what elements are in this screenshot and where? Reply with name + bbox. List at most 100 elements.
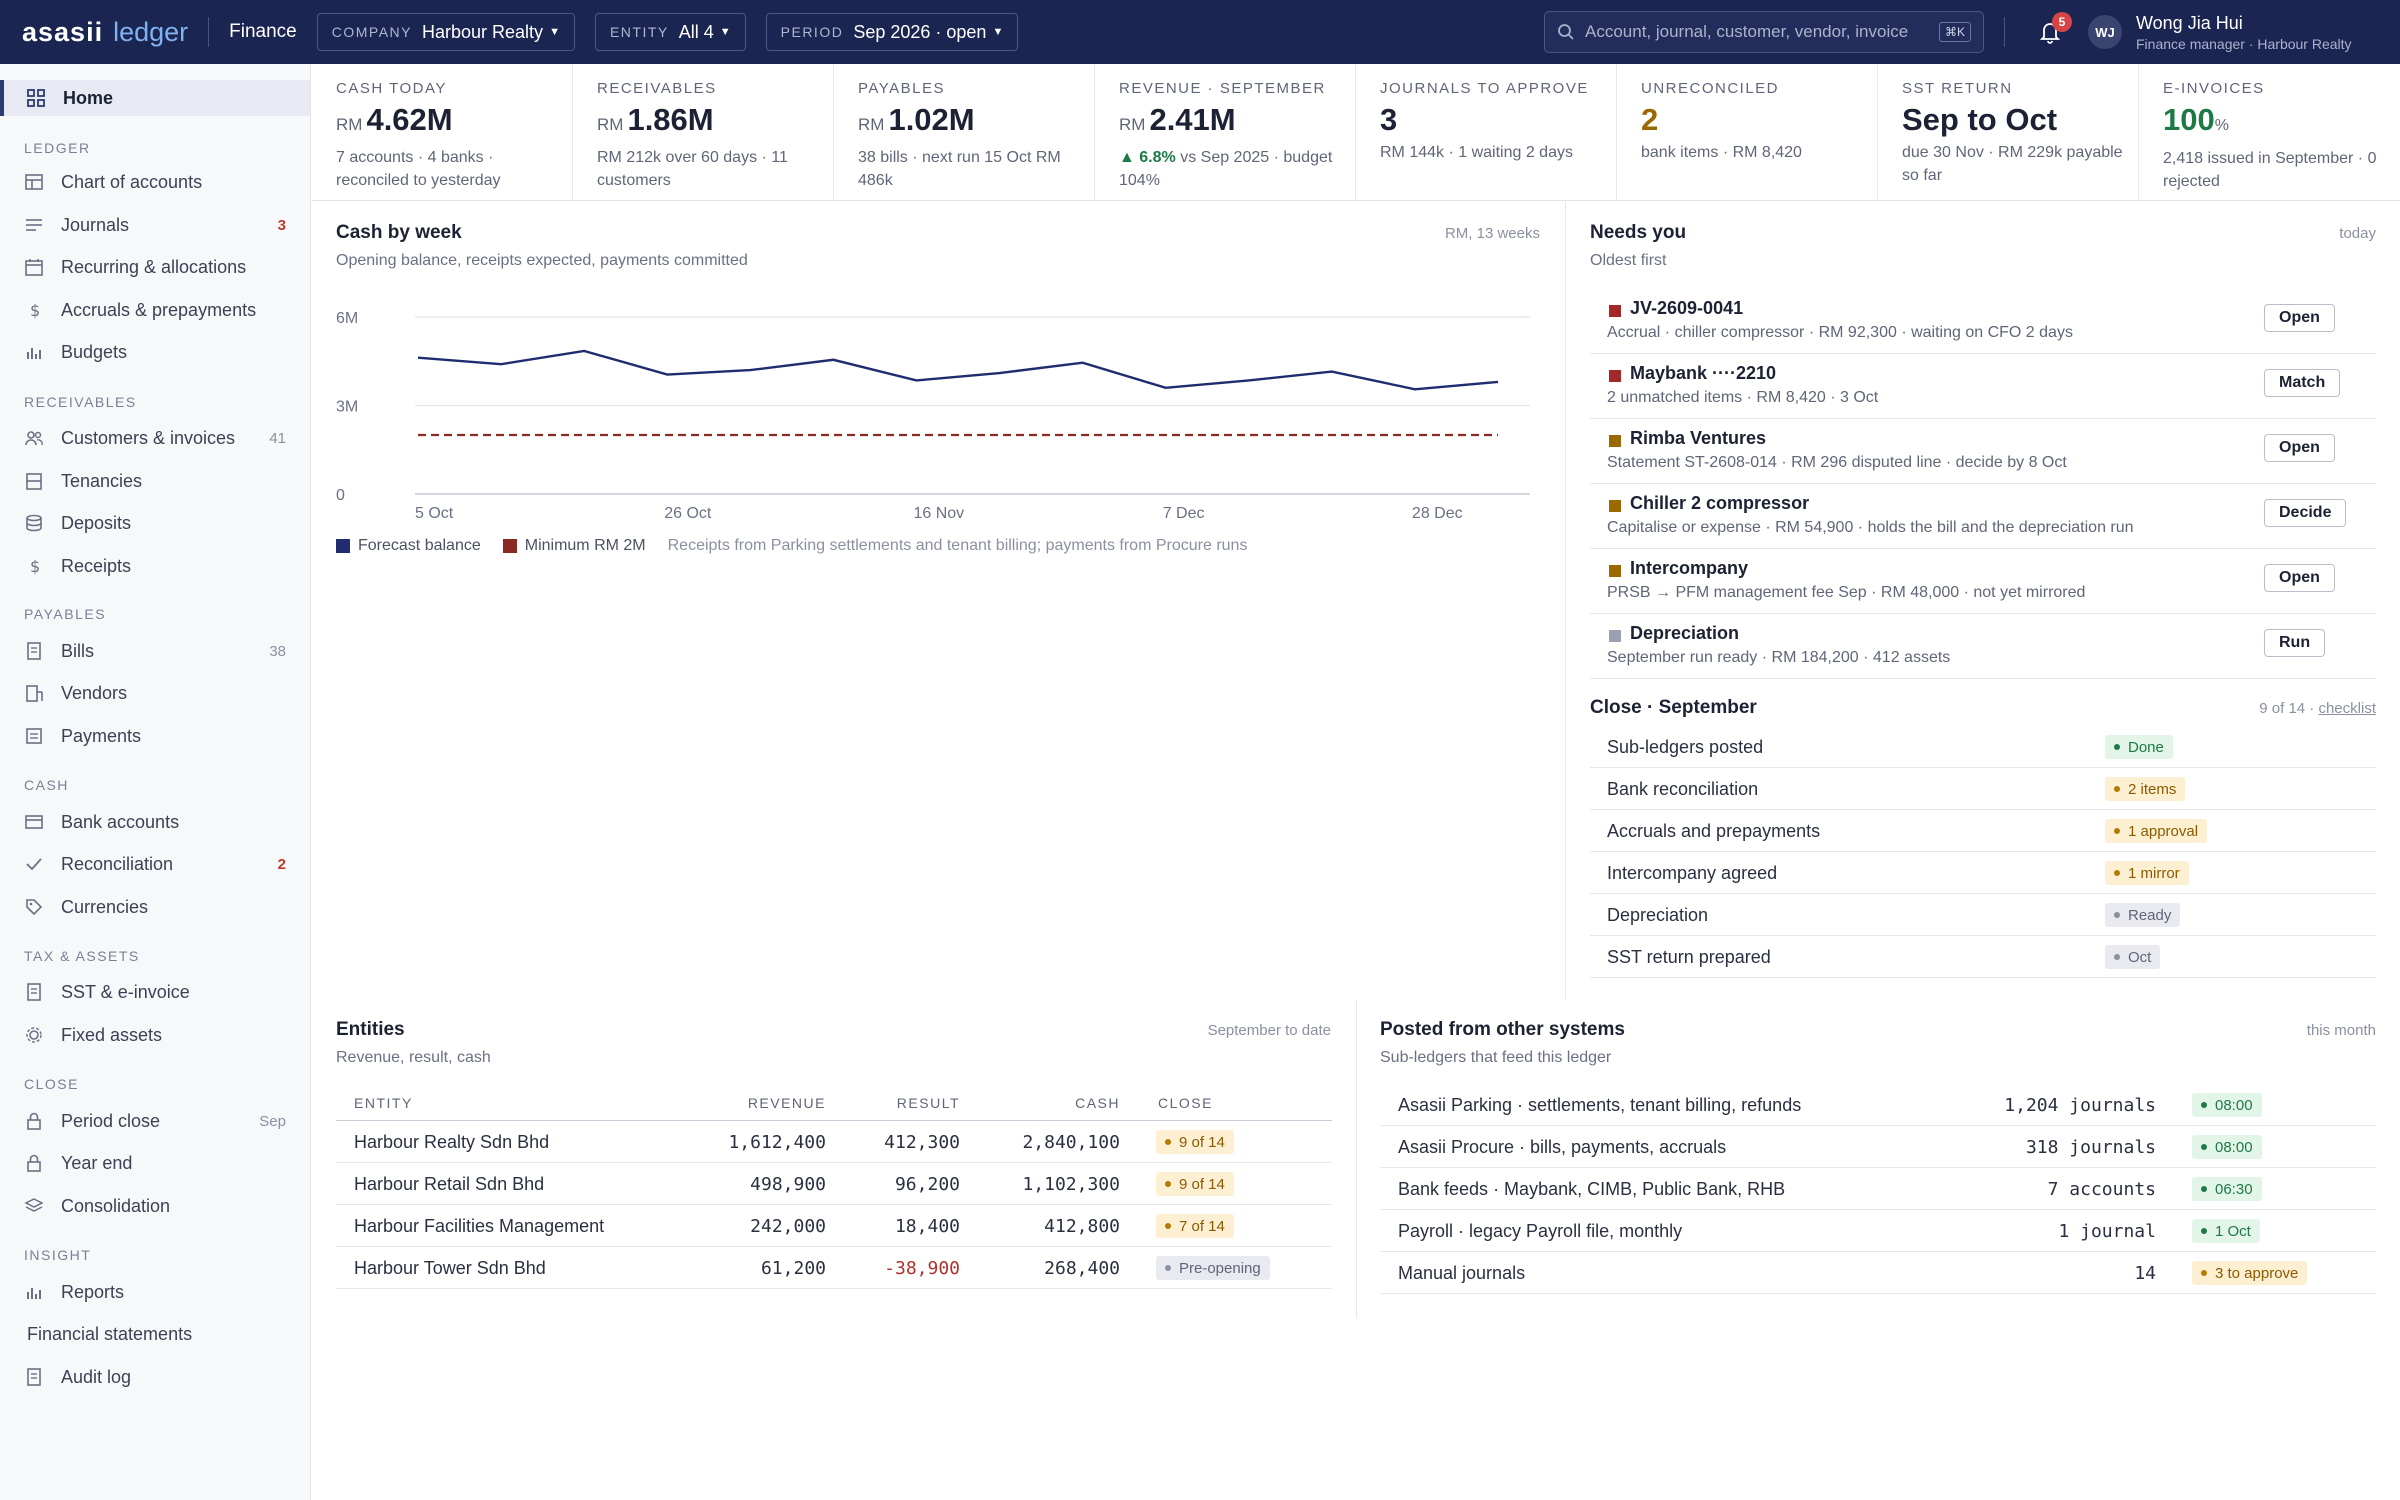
status-text: 9 of 14 <box>1179 1133 1225 1151</box>
kpi-currency: RM <box>858 115 885 134</box>
kpi-label: E-INVOICES <box>2163 80 2265 97</box>
kpi-label: SST RETURN <box>1902 80 2013 97</box>
chevron-down-icon: ▼ <box>549 26 560 38</box>
column-header[interactable]: CASH <box>1075 1095 1120 1111</box>
search-icon <box>1558 24 1574 40</box>
legend-label: Minimum RM 2M <box>524 537 646 554</box>
status-text: 1 approval <box>2128 822 2199 840</box>
sidebar-item-chart-of-accounts[interactable]: Chart of accounts <box>24 166 286 198</box>
close-step[interactable]: Accruals and prepayments 1 approval <box>1590 810 2376 852</box>
needs-item[interactable]: Intercompany PRSB → PFM management fee S… <box>1590 550 2376 614</box>
priority-marker <box>1609 565 1621 577</box>
sidebar-item-customers[interactable]: Customers & invoices 41 <box>24 422 286 454</box>
priority-marker <box>1609 435 1621 447</box>
column-header[interactable]: RESULT <box>896 1095 960 1111</box>
kpi-cash-today[interactable]: CASH TODAY RM 4.62M 7 accounts · 4 banks … <box>312 64 573 200</box>
sidebar-item-label: Audit log <box>61 1366 132 1387</box>
sidebar-item-journals[interactable]: Journals 3 <box>24 209 286 241</box>
table-row[interactable]: Harbour Tower Sdn Bhd 61,200 -38,900 268… <box>336 1247 1332 1289</box>
avatar[interactable]: WJ <box>2088 15 2122 49</box>
kpi-payables[interactable]: PAYABLES RM 1.02M 38 bills · next run 15 … <box>834 64 1095 200</box>
column-header[interactable]: ENTITY <box>354 1095 413 1111</box>
kpi-revenue[interactable]: REVENUE · SEPTEMBER RM 2.41M ▲ 6.8% vs Se… <box>1095 64 1356 200</box>
sidebar-item-reconciliation[interactable]: Reconciliation 2 <box>24 848 286 880</box>
status-badge: 9 of 14 <box>1156 1172 1234 1196</box>
close-step[interactable]: Intercompany agreed 1 mirror <box>1590 852 2376 894</box>
sidebar-item-currencies[interactable]: Currencies <box>24 891 286 923</box>
needs-action-button[interactable]: Match <box>2264 369 2341 397</box>
brand-logo[interactable]: asasii ledger <box>22 17 188 48</box>
chart-legend: Forecast balance Minimum RM 2M Receipts … <box>336 537 1247 555</box>
sidebar-item-financial-statements[interactable]: Financial statements <box>27 1318 289 1350</box>
entity-selector[interactable]: ENTITY All 4 ▼ <box>594 13 746 51</box>
sidebar-item-reports[interactable]: Reports <box>24 1276 286 1308</box>
table-row[interactable]: Payroll · legacy Payroll file, monthly 1… <box>1380 1210 2376 1252</box>
sidebar-item-tenancies[interactable]: Tenancies <box>24 465 286 497</box>
needs-item[interactable]: JV-2609-0041 Accrual · chiller compresso… <box>1590 290 2376 354</box>
user-menu[interactable]: Wong Jia Hui Finance manager · Harbour R… <box>2136 13 2352 52</box>
table-row[interactable]: Asasii Procure · bills, payments, accrua… <box>1380 1126 2376 1168</box>
sidebar-item-receipts[interactable]: $ Receipts <box>24 550 286 582</box>
status-dot <box>2201 1270 2207 1276</box>
kpi-unreconciled[interactable]: UNRECONCILED 2 bank items · RM 8,420 <box>1617 64 1878 200</box>
sidebar-item-sst[interactable]: SST & e-invoice <box>24 976 286 1008</box>
sidebar-item-period-close[interactable]: Period close Sep <box>24 1105 286 1137</box>
sidebar-item-label: Customers & invoices <box>61 427 236 448</box>
entities-panel-meta: September to date <box>1207 1022 1331 1039</box>
kpi-sst-return[interactable]: SST RETURN Sep to Oct due 30 Nov · RM 22… <box>1878 64 2139 200</box>
needs-action-button[interactable]: Open <box>2264 304 2335 332</box>
sidebar-count: 3 <box>277 216 286 234</box>
needs-action-button[interactable]: Open <box>2264 564 2335 592</box>
sidebar-item-home[interactable]: Home <box>0 80 310 116</box>
needs-item[interactable]: Chiller 2 compressor Capitalise or expen… <box>1590 485 2376 549</box>
sidebar-item-bills[interactable]: Bills 38 <box>24 635 286 667</box>
sidebar-item-audit-log[interactable]: Audit log <box>24 1361 286 1393</box>
table-row[interactable]: Manual journals 14 3 to approve <box>1380 1252 2376 1294</box>
sidebar-item-fixed-assets[interactable]: Fixed assets <box>24 1019 286 1051</box>
status-dot <box>2114 912 2120 918</box>
sidebar-item-consolidation[interactable]: Consolidation <box>24 1190 286 1222</box>
search-shortcut: ⌘K <box>1938 22 1971 42</box>
kpi-value: 1.86M <box>627 102 714 137</box>
sidebar-item-payments[interactable]: Payments <box>24 720 286 752</box>
close-step[interactable]: Depreciation Ready <box>1590 894 2376 936</box>
needs-action-button[interactable]: Decide <box>2264 499 2347 527</box>
needs-action-button[interactable]: Open <box>2264 434 2335 462</box>
company-selector[interactable]: COMPANY Harbour Realty ▼ <box>316 13 575 51</box>
kpi-detail: 7 accounts · 4 banks · reconciled to yes… <box>336 149 501 189</box>
kpi-e-invoices[interactable]: E-INVOICES 100% 2,418 issued in Septembe… <box>2139 64 2400 200</box>
table-row[interactable]: Harbour Facilities Management 242,000 18… <box>336 1205 1332 1247</box>
sidebar-item-accruals[interactable]: $ Accruals & prepayments <box>24 294 286 326</box>
table-row[interactable]: Asasii Parking · settlements, tenant bil… <box>1380 1084 2376 1126</box>
layers-icon <box>24 1198 44 1212</box>
close-step[interactable]: Sub-ledgers posted Done <box>1590 726 2376 768</box>
table-row[interactable]: Harbour Realty Sdn Bhd 1,612,400 412,300… <box>336 1121 1332 1163</box>
period-selector[interactable]: PERIOD Sep 2026 · open ▼ <box>765 13 1019 51</box>
kpi-receivables[interactable]: RECEIVABLES RM 1.86M RM 212k over 60 days… <box>573 64 834 200</box>
needs-item[interactable]: Depreciation September run ready · RM 18… <box>1590 615 2376 679</box>
needs-item[interactable]: Maybank ····2210 2 unmatched items · RM … <box>1590 355 2376 419</box>
status-badge: 08:00 <box>2192 1093 2262 1117</box>
kpi-detail: vs Sep 2025 · budget 104% <box>1119 149 1333 189</box>
needs-action-button[interactable]: Run <box>2264 629 2326 657</box>
sidebar-item-budgets[interactable]: Budgets <box>24 336 286 368</box>
table-row[interactable]: Harbour Retail Sdn Bhd 498,900 96,200 1,… <box>336 1163 1332 1205</box>
column-header[interactable]: REVENUE <box>747 1095 826 1111</box>
table-row[interactable]: Bank feeds · Maybank, CIMB, Public Bank,… <box>1380 1168 2376 1210</box>
kpi-journals-to-approve[interactable]: JOURNALS TO APPROVE 3 RM 144k · 1 waitin… <box>1356 64 1617 200</box>
needs-item[interactable]: Rimba Ventures Statement ST-2608-014 · R… <box>1590 420 2376 484</box>
app-area: Finance <box>229 21 297 42</box>
close-step[interactable]: SST return prepared Oct <box>1590 936 2376 978</box>
entity-revenue: 498,900 <box>750 1174 826 1195</box>
sidebar-item-year-end[interactable]: Year end <box>24 1147 286 1179</box>
close-step-name: Bank reconciliation <box>1607 779 1759 799</box>
sidebar-item-recurring[interactable]: Recurring & allocations <box>24 251 286 283</box>
close-step[interactable]: Bank reconciliation 2 items <box>1590 768 2376 810</box>
search-input[interactable]: Account, journal, customer, vendor, invo… <box>1544 11 1984 53</box>
column-header[interactable]: CLOSE <box>1158 1095 1213 1111</box>
sidebar-item-vendors[interactable]: Vendors <box>24 677 286 709</box>
entity-name: Harbour Tower Sdn Bhd <box>354 1258 546 1278</box>
sidebar-item-bank-accounts[interactable]: Bank accounts <box>24 806 286 838</box>
sidebar-item-deposits[interactable]: Deposits <box>24 507 286 539</box>
checklist-link[interactable]: checklist <box>2318 700 2376 717</box>
